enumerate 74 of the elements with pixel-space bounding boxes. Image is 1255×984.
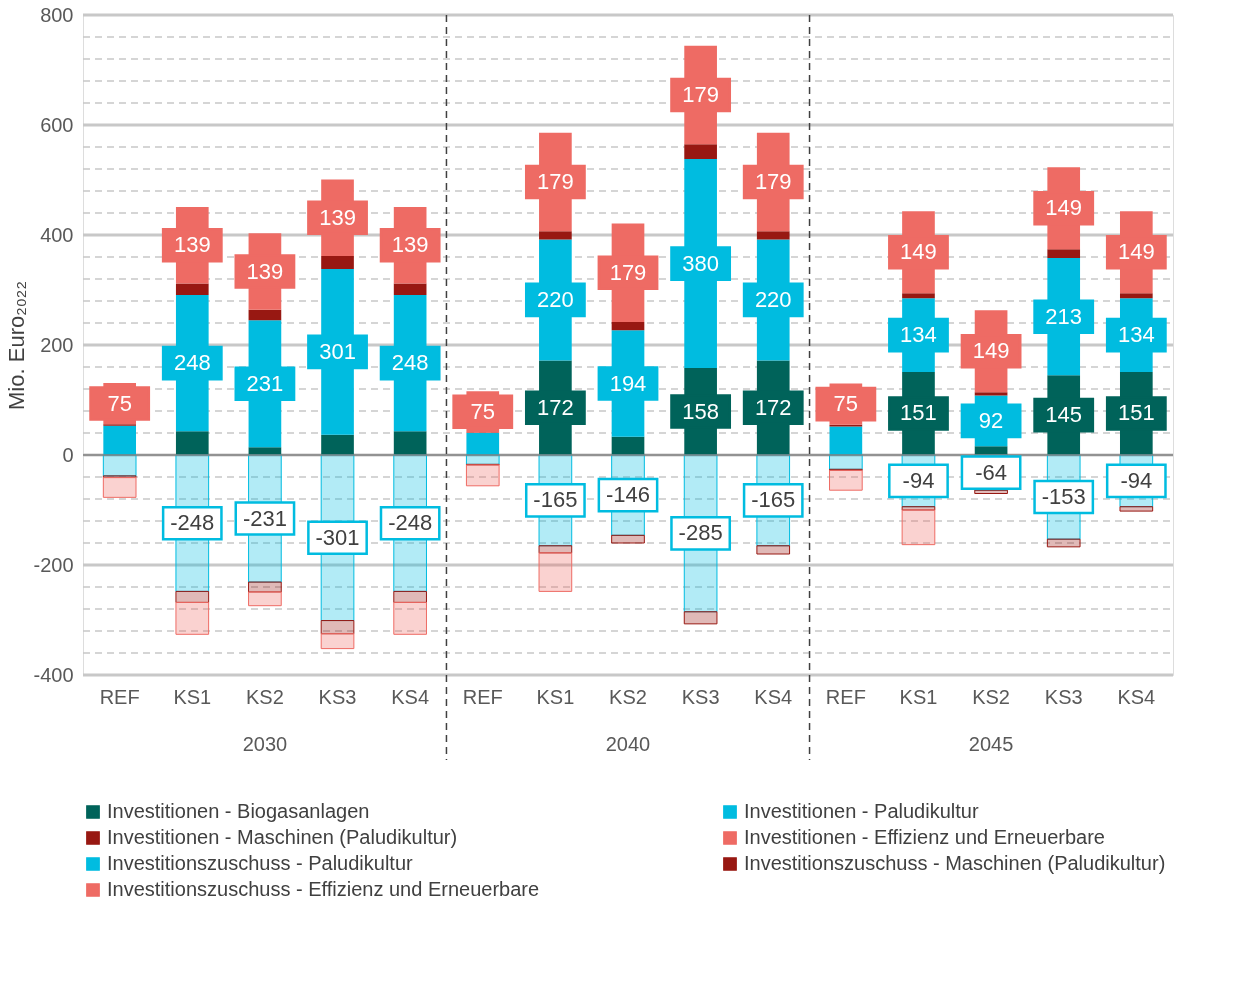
data-label: 134: [1117, 322, 1155, 348]
data-label: -94: [902, 467, 935, 493]
legend-label: Investitionen - Maschinen (Paludikultur): [107, 826, 458, 848]
legend-label: Investitionszuschuss - Effizienz und Erneuerbare: [107, 878, 540, 900]
data-label: -94: [1120, 467, 1153, 493]
text: 2040: [605, 733, 651, 755]
data-label: 380: [682, 250, 719, 276]
data-label: -146: [605, 482, 651, 508]
data-label: 145: [1045, 402, 1083, 428]
legend-label: Investitionen - Paludikultur: [744, 800, 979, 822]
text: 2045: [968, 733, 1014, 755]
data-label: 194: [609, 370, 647, 396]
data-label: 231: [246, 370, 284, 396]
data-label: 220: [754, 286, 792, 312]
data-label: 149: [1045, 195, 1083, 221]
data-label: 151: [900, 400, 937, 426]
x-tick-label: KS3: [681, 685, 720, 708]
x-tick-label: REF: [462, 685, 503, 708]
data-label: -285: [678, 520, 723, 546]
data-label: -165: [751, 487, 796, 513]
data-label: 301: [319, 338, 356, 364]
x-tick-label: REF: [99, 685, 140, 708]
y-tick-label: -400: [33, 663, 74, 686]
x-tick-label: KS1: [536, 685, 575, 708]
data-label: 134: [900, 322, 937, 348]
legend-label: Investitionszuschuss - Paludikultur: [107, 852, 414, 874]
data-label: 179: [682, 82, 719, 108]
data-label: 151: [1117, 400, 1155, 426]
legend-label: Investitionszuschuss - Maschinen (Paludikultur): [744, 852, 1166, 874]
x-tick-label: REF: [825, 685, 866, 708]
data-label: 139: [391, 232, 429, 258]
y-tick-label: 400: [40, 223, 74, 246]
data-label: -248: [388, 510, 433, 536]
data-label: 248: [173, 350, 211, 376]
x-tick-label: KS4: [1117, 685, 1156, 708]
data-label: 149: [972, 338, 1010, 364]
data-label: 220: [537, 286, 574, 312]
data-label: 179: [537, 168, 574, 194]
x-tick-label: KS2: [972, 685, 1010, 708]
data-label: 149: [900, 239, 937, 265]
x-tick-label: KS4: [391, 685, 430, 708]
x-tick-label: KS3: [318, 685, 357, 708]
data-label: -301: [315, 524, 360, 550]
y-tick-label: -200: [33, 553, 74, 576]
data-label: 172: [537, 394, 574, 420]
legend-label: Investitionen - Biogasanlagen: [107, 800, 370, 822]
data-label: 139: [246, 258, 284, 284]
x-tick-label: KS3: [1044, 685, 1083, 708]
x-tick-label: KS1: [173, 685, 212, 708]
data-label: 139: [173, 232, 211, 258]
data-label: -248: [170, 510, 215, 536]
data-label: -153: [1041, 484, 1086, 510]
data-label: 158: [682, 398, 719, 424]
data-label: -165: [533, 487, 578, 513]
x-tick-label: KS2: [246, 685, 284, 708]
data-label: 213: [1045, 303, 1083, 329]
x-tick-label: KS1: [899, 685, 938, 708]
data-label: 179: [754, 168, 792, 194]
data-label: 149: [1117, 239, 1155, 265]
x-tick-label: KS2: [609, 685, 647, 708]
y-tick-label: 0: [62, 443, 74, 466]
data-label: -64: [975, 459, 1007, 485]
y-tick-label: 200: [40, 333, 74, 356]
y-tick-label: 600: [40, 113, 74, 136]
data-label: 248: [391, 350, 429, 376]
text: 2030: [242, 733, 288, 755]
data-label: 179: [609, 259, 647, 285]
x-tick-label: KS4: [754, 685, 793, 708]
y-tick-label: 800: [40, 3, 74, 26]
data-label: 139: [319, 204, 356, 230]
data-label: 172: [754, 394, 792, 420]
y-axis-title: Mio. Euro₂₀₂₂: [4, 281, 30, 410]
legend-label: Investitionen - Effizienz und Erneuerbare: [744, 826, 1105, 848]
data-label: -231: [242, 505, 287, 531]
